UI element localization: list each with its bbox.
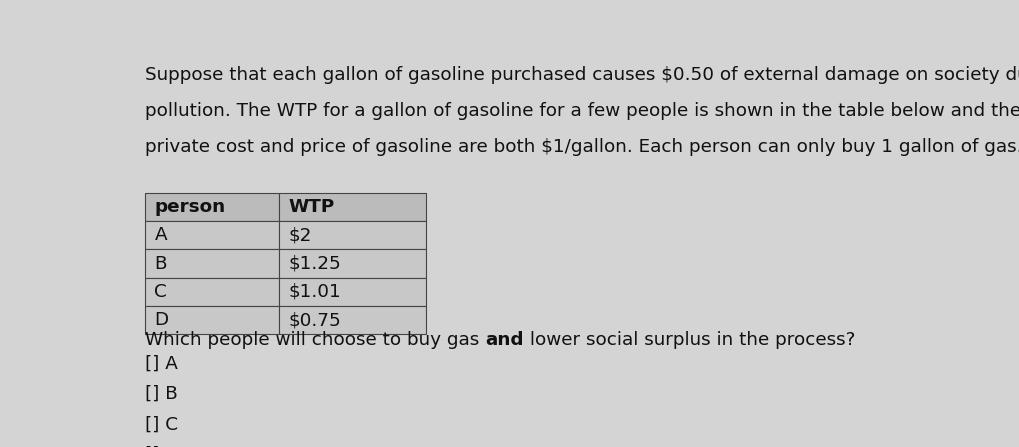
Text: C: C bbox=[154, 283, 167, 301]
Text: $1.25: $1.25 bbox=[288, 255, 341, 273]
FancyBboxPatch shape bbox=[145, 278, 279, 306]
FancyBboxPatch shape bbox=[279, 193, 425, 221]
Text: [] A: [] A bbox=[145, 355, 177, 373]
FancyBboxPatch shape bbox=[279, 249, 425, 278]
Text: $0.75: $0.75 bbox=[288, 311, 341, 329]
Text: private cost and price of gasoline are both $1/gallon. Each person can only buy : private cost and price of gasoline are b… bbox=[145, 138, 1019, 156]
Text: [] C: [] C bbox=[145, 415, 177, 434]
FancyBboxPatch shape bbox=[145, 193, 279, 221]
Text: [] B: [] B bbox=[145, 385, 177, 403]
FancyBboxPatch shape bbox=[279, 221, 425, 249]
Text: and: and bbox=[485, 331, 523, 349]
Text: Suppose that each gallon of gasoline purchased causes $0.50 of external damage o: Suppose that each gallon of gasoline pur… bbox=[145, 66, 1019, 84]
Text: pollution. The WTP for a gallon of gasoline for a few people is shown in the tab: pollution. The WTP for a gallon of gasol… bbox=[145, 102, 1019, 120]
FancyBboxPatch shape bbox=[279, 278, 425, 306]
Text: $1.01: $1.01 bbox=[288, 283, 341, 301]
FancyBboxPatch shape bbox=[279, 306, 425, 334]
Text: A: A bbox=[154, 226, 167, 245]
Text: person: person bbox=[154, 198, 225, 216]
Text: WTP: WTP bbox=[288, 198, 334, 216]
Text: Which people will choose to buy gas: Which people will choose to buy gas bbox=[145, 331, 485, 349]
Text: D: D bbox=[154, 311, 168, 329]
Text: lower social surplus in the process?: lower social surplus in the process? bbox=[523, 331, 854, 349]
FancyBboxPatch shape bbox=[145, 306, 279, 334]
FancyBboxPatch shape bbox=[145, 221, 279, 249]
Text: [] D: [] D bbox=[145, 446, 179, 447]
Text: B: B bbox=[154, 255, 167, 273]
FancyBboxPatch shape bbox=[145, 249, 279, 278]
Text: $2: $2 bbox=[288, 226, 312, 245]
